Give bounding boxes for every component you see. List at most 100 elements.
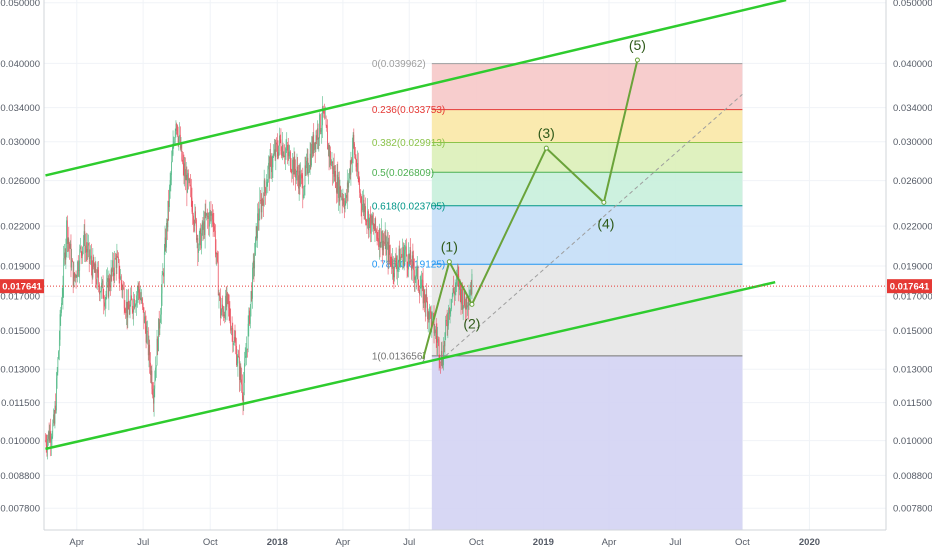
time-axis[interactable]: Apr Jul Oct 2018 Apr Jul Oct 2019 Apr Jul Oct 2020: [44, 529, 886, 548]
elliott-wave-projection[interactable]: (1) (2) (3) (4) (5): [422, 37, 743, 360]
candle-up: [392, 258, 393, 269]
price-channel[interactable]: [45, 0, 787, 451]
candle-down: [224, 314, 226, 320]
candle-up: [144, 316, 145, 324]
candle-up: [85, 245, 86, 253]
candle-up: [327, 145, 329, 150]
candle-up: [364, 206, 366, 213]
candle-down: [241, 379, 242, 385]
candle-down: [412, 255, 414, 259]
candle-up: [250, 291, 252, 305]
candle-up: [59, 314, 61, 340]
candle-down: [276, 144, 278, 153]
candle-up: [136, 295, 137, 305]
left-price-tag: [0, 279, 44, 294]
candle-down: [140, 297, 142, 302]
candle-up: [339, 186, 341, 202]
candle-up: [69, 243, 71, 249]
candle-down: [238, 355, 239, 357]
candle-down: [427, 301, 428, 320]
candle-down: [260, 200, 262, 213]
candle-up: [471, 273, 473, 294]
candle-up: [54, 405, 56, 424]
candle-down: [403, 246, 404, 266]
candle-up: [437, 339, 439, 343]
candle-down: [377, 238, 379, 239]
candle-up: [303, 186, 305, 195]
candle-down: [371, 215, 373, 224]
candle-up: [50, 439, 52, 443]
wave-point: [634, 57, 640, 63]
candle-up: [155, 365, 157, 368]
fib-level-label: 0(0.039962): [372, 59, 426, 70]
candle-up: [167, 200, 169, 228]
candle-up: [388, 245, 390, 262]
candle-down: [190, 186, 192, 198]
candle-down: [147, 331, 149, 356]
candle-up: [179, 134, 180, 138]
candle-down: [260, 199, 261, 201]
candle-up: [374, 218, 376, 231]
candle-up: [411, 255, 413, 271]
candle-down: [446, 319, 447, 321]
candle-down: [234, 337, 236, 342]
candle-down: [264, 180, 266, 188]
candle-up: [400, 256, 401, 268]
candle-up: [317, 128, 318, 141]
candle-down: [183, 163, 185, 177]
fibonacci-retracement[interactable]: 0(0.039962) 0.236(0.033753) 0.382(0.029913…: [372, 59, 743, 530]
candle-up: [257, 213, 258, 239]
candle-up: [465, 297, 467, 310]
candle-down: [240, 366, 242, 380]
candle-down: [328, 145, 330, 158]
candle-down: [150, 362, 151, 375]
candle-up: [56, 378, 57, 411]
candle-down: [376, 232, 378, 239]
candle-down: [139, 289, 140, 299]
candle-down: [418, 285, 420, 290]
candle-up: [73, 272, 75, 286]
candle-down: [311, 144, 313, 154]
candle-up: [169, 180, 171, 188]
candle-down: [462, 289, 463, 310]
candle-down: [323, 111, 325, 113]
candle-up: [423, 289, 425, 304]
left-tick-label: 0.022000: [0, 222, 40, 233]
candle-up: [282, 144, 283, 157]
left-tick-label: 0.030000: [0, 137, 40, 148]
candle-up: [126, 301, 127, 313]
candle-up: [216, 252, 218, 255]
candle-down: [185, 169, 186, 181]
candle-down: [142, 303, 144, 308]
candle-up: [382, 240, 384, 251]
candle-up: [87, 245, 89, 253]
candle-up: [225, 295, 226, 320]
candle-up: [275, 142, 277, 158]
candle-down: [213, 223, 215, 227]
candle-down: [270, 155, 272, 157]
left-tick-label: 0.013000: [0, 365, 40, 376]
candle-down: [379, 228, 381, 248]
candle-up: [402, 246, 404, 257]
candle-down: [436, 335, 438, 343]
candle-up: [83, 231, 85, 241]
candle-up: [155, 367, 156, 381]
candle-up: [180, 144, 182, 149]
candle-up: [206, 213, 207, 216]
candle-down: [84, 231, 86, 253]
candle-down: [77, 261, 79, 272]
candle-down: [430, 306, 431, 313]
candle-up: [233, 337, 235, 344]
left-price-axis[interactable]: 0.050000 0.040000 0.034000 0.030000 0.026000…: [0, 0, 45, 530]
candle-down: [459, 281, 461, 290]
candle-down: [50, 431, 51, 443]
candle-up: [137, 285, 139, 293]
candle-down: [53, 414, 55, 424]
candle-up: [133, 298, 135, 313]
candle-down: [413, 258, 414, 271]
candle-up: [320, 130, 322, 132]
candle-down: [239, 356, 240, 380]
right-price-axis[interactable]: 0.050000 0.040000 0.034000 0.030000 0.026000…: [885, 0, 932, 530]
candle-down: [210, 211, 212, 216]
